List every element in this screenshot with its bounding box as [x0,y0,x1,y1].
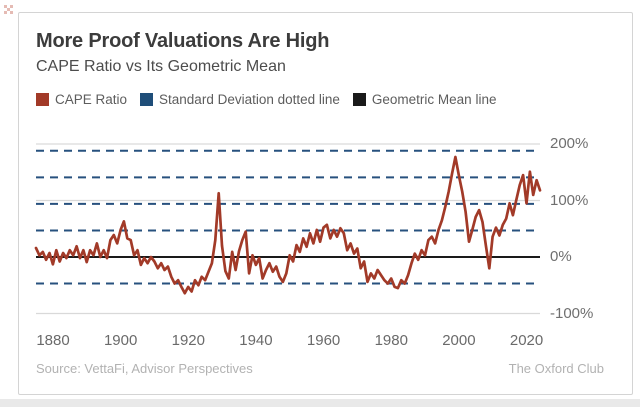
chart-legend: CAPE Ratio Standard Deviation dotted lin… [36,92,496,107]
chart-title: More Proof Valuations Are High [36,30,330,52]
cape-ratio-swatch-icon [36,93,49,106]
x-axis-tick-label: 1920 [171,332,205,349]
standard-deviation-swatch-icon [140,93,154,106]
y-axis-tick-label: 200% [550,135,589,152]
x-axis-tick-label: 1900 [103,332,138,349]
source-attribution: Source: VettaFi, Advisor Perspectives [36,361,253,376]
watermark-checker-icon [4,2,14,20]
y-axis-tick-label: -100% [550,304,594,322]
legend-item-standard-deviation: Standard Deviation dotted line [140,92,340,107]
page-bottom-strip [0,399,640,407]
y-axis-tick-label: 100% [550,191,589,209]
x-axis-tick-label: 1960 [306,332,341,349]
legend-label: Geometric Mean line [371,92,497,107]
legend-item-cape-ratio: CAPE Ratio [36,92,127,107]
x-axis-tick-label: 1880 [36,332,70,349]
y-axis-tick-label: 0% [550,248,572,265]
x-axis-tick-label: 2020 [509,332,544,349]
legend-label: CAPE Ratio [55,92,128,107]
brand-name: The Oxford Club [508,361,604,376]
chart-subtitle: CAPE Ratio vs Its Geometric Mean [36,58,286,75]
legend-item-geometric-mean: Geometric Mean line [352,92,497,107]
legend-label: Standard Deviation dotted line [159,92,340,107]
x-axis-tick-label: 2000 [442,332,476,349]
x-axis-tick-label: 1980 [374,332,408,349]
geometric-mean-swatch-icon [352,93,366,106]
x-axis-tick-label: 1940 [239,332,273,349]
